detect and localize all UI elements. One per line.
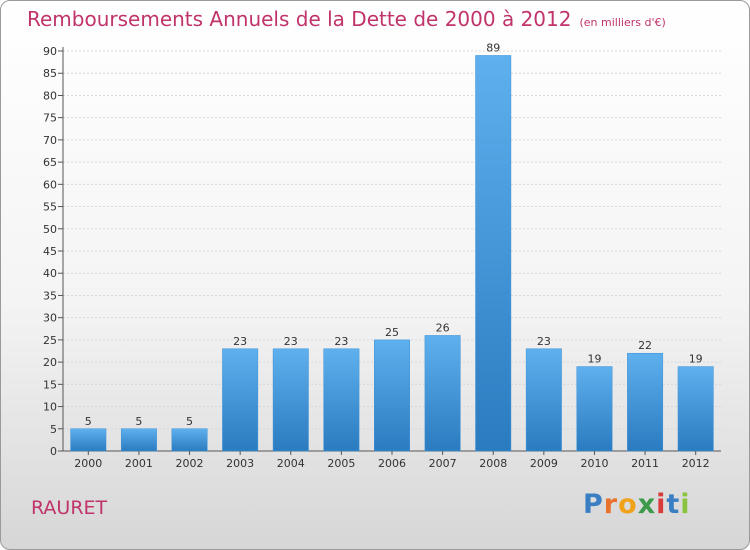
data-label: 19 bbox=[689, 353, 703, 366]
x-tick-label: 2005 bbox=[327, 457, 355, 470]
logo-letter: o bbox=[618, 489, 638, 520]
logo-letter: x bbox=[637, 489, 657, 520]
x-tick-label: 2012 bbox=[682, 457, 710, 470]
bar bbox=[222, 348, 259, 452]
data-label: 25 bbox=[385, 326, 399, 339]
y-tick-labels: 0 5 10 15 20 25 30 35 40 45 50 55 60 65 70 75 80 85 90 bbox=[43, 45, 57, 458]
x-tick-label: 2007 bbox=[429, 457, 457, 470]
x-tick-label: 2003 bbox=[226, 457, 254, 470]
data-label: 23 bbox=[334, 335, 348, 348]
x-tick-label: 2004 bbox=[277, 457, 305, 470]
y-tick-label: 20 bbox=[43, 356, 57, 369]
x-tick-label: 2006 bbox=[378, 457, 406, 470]
y-tick-label: 0 bbox=[50, 445, 57, 458]
data-label: 5 bbox=[85, 415, 92, 428]
data-label: 19 bbox=[587, 353, 601, 366]
logo-letter: P bbox=[583, 489, 604, 520]
x-tick-label: 2011 bbox=[631, 457, 659, 470]
data-label: 23 bbox=[233, 335, 247, 348]
x-tick-labels: 2000 2001 2002 2003 2004 2005 2006 2007 2008 2009… bbox=[74, 451, 710, 470]
y-tick-label: 75 bbox=[43, 112, 57, 125]
city-name: RAURET bbox=[31, 497, 108, 519]
chart-subtitle: (en milliers d'€) bbox=[579, 16, 666, 29]
bar bbox=[475, 55, 512, 452]
x-tick-label: 2000 bbox=[74, 457, 102, 470]
y-tick-label: 45 bbox=[43, 245, 57, 258]
y-tick-label: 85 bbox=[43, 67, 57, 80]
bar bbox=[272, 348, 309, 452]
x-tick-label: 2009 bbox=[530, 457, 558, 470]
data-label: 26 bbox=[436, 321, 450, 334]
x-tick-label: 2002 bbox=[176, 457, 204, 470]
logo-letter: t bbox=[666, 489, 681, 520]
y-tick-label: 40 bbox=[43, 267, 57, 280]
y-tick-label: 60 bbox=[43, 178, 57, 191]
data-label: 23 bbox=[537, 335, 551, 348]
y-tick-label: 15 bbox=[43, 378, 57, 391]
y-tick-label: 10 bbox=[43, 401, 57, 414]
data-labels: 5 5 5 23 23 23 25 26 89 23 19 22 19 bbox=[85, 41, 703, 427]
bar bbox=[120, 428, 157, 452]
bar bbox=[677, 366, 714, 452]
bar bbox=[70, 428, 107, 452]
x-tick-label: 2008 bbox=[479, 457, 507, 470]
data-label: 5 bbox=[135, 415, 142, 428]
y-tick-label: 5 bbox=[50, 423, 57, 436]
logo-letter: i bbox=[656, 489, 667, 520]
bar bbox=[323, 348, 360, 452]
chart-title-text: Remboursements Annuels de la Dette de 20… bbox=[27, 7, 572, 31]
y-tick-label: 35 bbox=[43, 289, 57, 302]
x-tick-label: 2001 bbox=[125, 457, 153, 470]
bar bbox=[627, 352, 664, 452]
x-tick-label: 2010 bbox=[580, 457, 608, 470]
chart-title: Remboursements Annuels de la Dette de 20… bbox=[27, 7, 666, 31]
bar bbox=[576, 366, 613, 452]
logo-letter: r bbox=[603, 489, 619, 520]
y-tick-label: 90 bbox=[43, 45, 57, 58]
data-label: 23 bbox=[284, 335, 298, 348]
bar bbox=[525, 348, 562, 452]
proxiti-logo: Proxiti bbox=[583, 489, 691, 520]
data-label: 89 bbox=[486, 41, 500, 54]
y-tick-label: 65 bbox=[43, 156, 57, 169]
y-tick-label: 70 bbox=[43, 134, 57, 147]
bar bbox=[424, 335, 461, 452]
y-tick-label: 30 bbox=[43, 312, 57, 325]
bars bbox=[70, 55, 714, 452]
y-tick-label: 25 bbox=[43, 334, 57, 347]
bar bbox=[171, 428, 208, 452]
y-tick-label: 80 bbox=[43, 89, 57, 102]
logo-letter: i bbox=[680, 489, 691, 520]
data-label: 22 bbox=[638, 339, 652, 352]
bar bbox=[374, 339, 410, 452]
data-label: 5 bbox=[186, 415, 193, 428]
y-tick-label: 50 bbox=[43, 223, 57, 236]
y-tick-label: 55 bbox=[43, 201, 57, 214]
